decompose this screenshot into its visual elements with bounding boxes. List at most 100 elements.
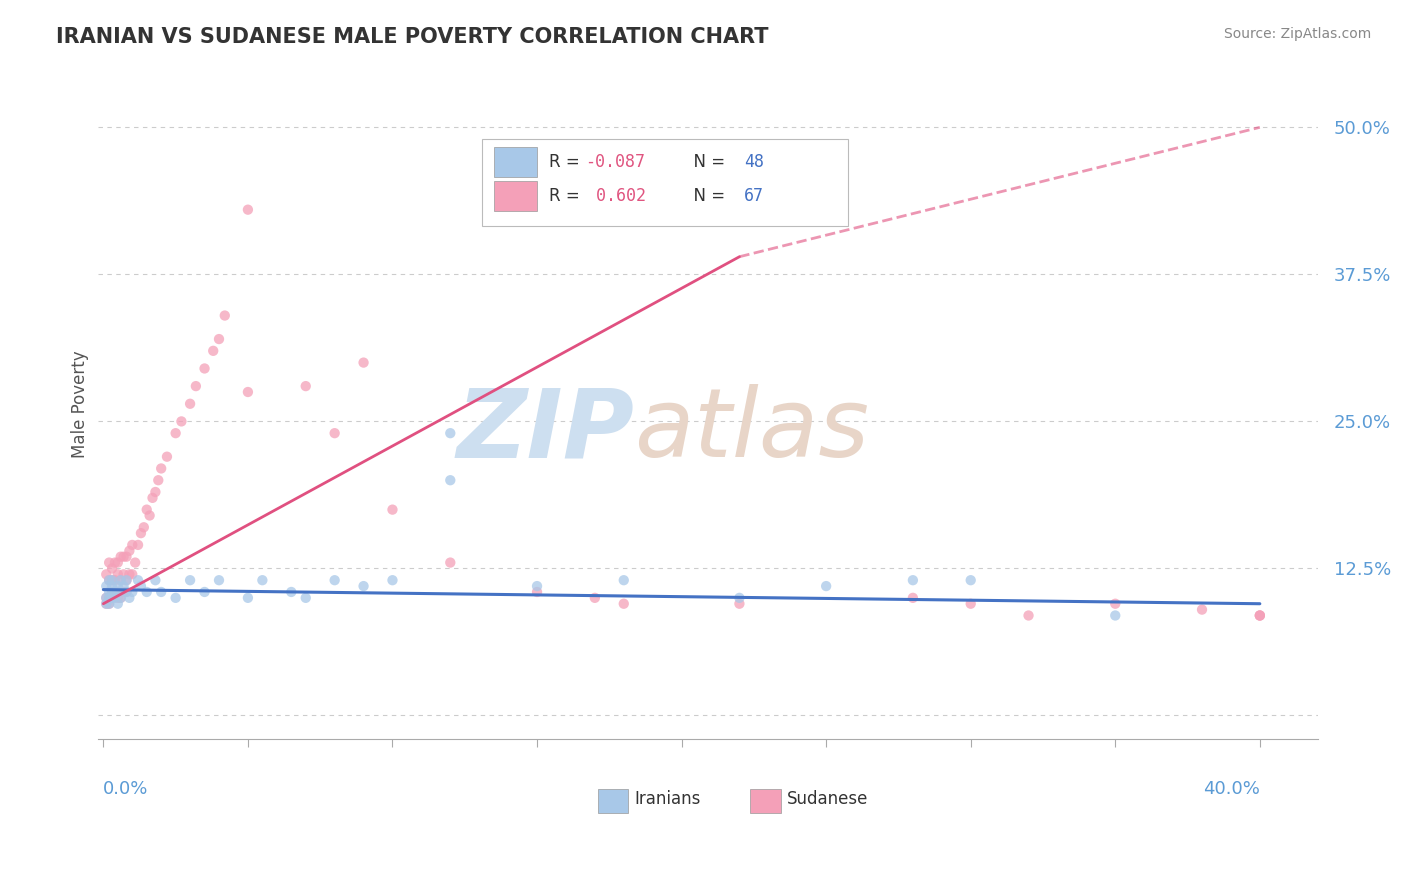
Point [107, 591, 129, 605]
Point [115, 549, 138, 564]
Bar [494, 181, 537, 211]
Point [101, 573, 124, 587]
Text: 67: 67 [744, 187, 765, 205]
Point [107, 579, 129, 593]
Point [150, 461, 173, 475]
Point [236, 591, 259, 605]
Point [353, 579, 375, 593]
Point [107, 597, 129, 611]
Point [101, 591, 124, 605]
Point [214, 309, 236, 323]
Point [124, 556, 146, 570]
Point [1249, 608, 1271, 623]
Y-axis label: Male Poverty: Male Poverty [72, 350, 89, 458]
Point [104, 585, 127, 599]
Point [1018, 608, 1040, 623]
Point [101, 591, 124, 605]
Point [252, 573, 274, 587]
Point [526, 579, 548, 593]
Point [156, 450, 179, 464]
Point [101, 585, 124, 599]
Point [98, 556, 121, 570]
Point [145, 485, 167, 500]
Bar [494, 147, 537, 178]
Point [110, 591, 132, 605]
Point [323, 573, 346, 587]
Point [101, 561, 124, 575]
Text: atlas: atlas [634, 384, 869, 477]
Point [179, 573, 201, 587]
Point [280, 585, 302, 599]
Point [959, 573, 981, 587]
Point [96, 597, 118, 611]
Point [118, 591, 141, 605]
Point [98, 591, 121, 605]
Point [115, 585, 138, 599]
Point [107, 567, 129, 582]
Text: 48: 48 [744, 153, 765, 171]
Point [208, 573, 231, 587]
Point [184, 379, 207, 393]
Point [353, 355, 375, 369]
Point [115, 585, 138, 599]
Point [439, 426, 461, 441]
Point [98, 591, 121, 605]
Point [132, 520, 155, 534]
Point [170, 414, 193, 428]
Point [381, 502, 404, 516]
FancyBboxPatch shape [482, 139, 848, 226]
Point [439, 473, 461, 487]
Point [101, 579, 124, 593]
Point [135, 585, 157, 599]
Point [1104, 597, 1126, 611]
Point [118, 567, 141, 582]
Point [294, 379, 316, 393]
Point [150, 585, 173, 599]
Point [101, 573, 124, 587]
Point [728, 597, 751, 611]
Point [1104, 608, 1126, 623]
Point [98, 585, 121, 599]
Point [613, 573, 636, 587]
Point [107, 585, 129, 599]
Point [104, 573, 127, 587]
Point [901, 573, 924, 587]
Point [112, 549, 135, 564]
Point [165, 591, 187, 605]
Point [121, 538, 143, 552]
Point [323, 426, 346, 441]
Point [959, 597, 981, 611]
Point [148, 473, 170, 487]
Point [112, 585, 135, 599]
Text: -0.087: -0.087 [586, 153, 645, 171]
Point [115, 573, 138, 587]
Point [129, 579, 152, 593]
Point [1249, 608, 1271, 623]
Point [728, 591, 751, 605]
Point [101, 585, 124, 599]
Point [1191, 602, 1213, 616]
Point [96, 591, 118, 605]
Text: R =: R = [548, 187, 585, 205]
Point [112, 579, 135, 593]
Point [583, 591, 606, 605]
Point [104, 585, 127, 599]
Point [127, 538, 149, 552]
Point [96, 597, 118, 611]
Point [613, 597, 636, 611]
Point [110, 573, 132, 587]
Point [179, 397, 201, 411]
Point [193, 361, 215, 376]
Point [115, 573, 138, 587]
Point [381, 573, 404, 587]
Text: IRANIAN VS SUDANESE MALE POVERTY CORRELATION CHART: IRANIAN VS SUDANESE MALE POVERTY CORRELA… [56, 27, 769, 46]
Point [104, 591, 127, 605]
Text: N =: N = [683, 153, 731, 171]
Point [110, 573, 132, 587]
Point [236, 384, 259, 399]
Point [96, 591, 118, 605]
Point [112, 567, 135, 582]
Point [208, 332, 231, 346]
Point [96, 567, 118, 582]
Text: 0.602: 0.602 [586, 187, 645, 205]
